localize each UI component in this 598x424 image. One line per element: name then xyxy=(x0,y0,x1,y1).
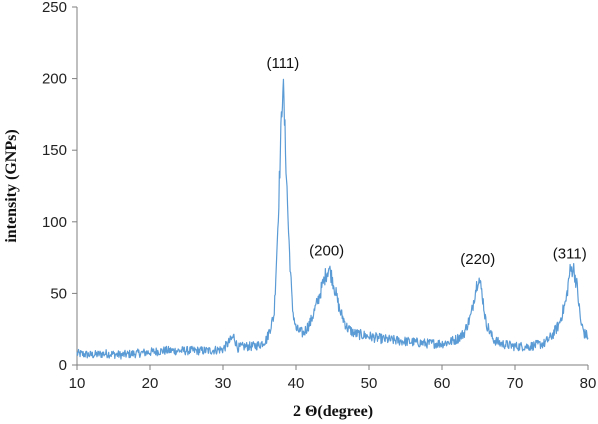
x-tick-label: 10 xyxy=(69,375,86,392)
x-tick-label: 80 xyxy=(580,375,597,392)
x-tick-label: 40 xyxy=(288,375,305,392)
x-tick-label: 20 xyxy=(142,375,159,392)
x-tick-label: 70 xyxy=(507,375,524,392)
y-tick-label: 150 xyxy=(42,142,67,159)
plot-area xyxy=(76,7,589,366)
peak-label: (220) xyxy=(460,251,495,268)
y-axis-title: intensity (GNPs) xyxy=(3,129,20,242)
y-tick-label: 0 xyxy=(59,357,67,374)
y-tick-label: 200 xyxy=(42,71,67,88)
y-tick-label: 50 xyxy=(50,285,67,302)
y-tick-label: 100 xyxy=(42,214,67,231)
peak-label: (200) xyxy=(309,242,344,259)
x-axis-ticks: 10 20 30 40 50 60 70 80 xyxy=(69,365,597,392)
peak-annotations: (111) (200) (220) (311) xyxy=(266,55,586,268)
x-tick-label: 30 xyxy=(215,375,232,392)
peak-label: (111) xyxy=(266,55,299,72)
x-tick-label: 60 xyxy=(434,375,451,392)
y-tick-label: 250 xyxy=(42,0,67,16)
x-tick-label: 50 xyxy=(361,375,378,392)
peak-label: (311) xyxy=(553,245,587,262)
x-axis-title: 2 Θ(degree) xyxy=(293,403,373,420)
series-line-0 xyxy=(76,78,589,360)
y-axis-ticks: 0 50 100 150 200 250 xyxy=(42,0,77,374)
